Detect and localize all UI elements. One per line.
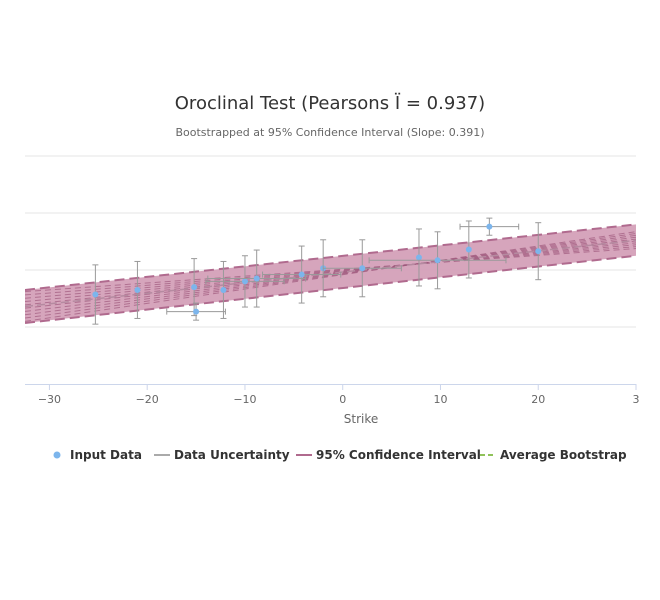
data-point-group [220, 260, 227, 319]
legend-marker [53, 451, 61, 459]
legend-label: Input Data [70, 448, 142, 462]
data-point-group [368, 231, 507, 290]
x-tick-label: 0 [339, 393, 346, 406]
data-point [241, 278, 248, 285]
x-axis-title: Strike [344, 412, 379, 426]
legend-item-avg[interactable]: Average Bootstrap [480, 448, 627, 462]
data-point-group [207, 249, 307, 308]
bootstrap-line [25, 232, 636, 319]
bootstrap-line [25, 248, 636, 293]
data-point-group [92, 264, 99, 325]
data-point-group [322, 239, 402, 298]
data-point-group [191, 258, 198, 317]
data-point [220, 286, 227, 293]
legend-label: Average Bootstrap [500, 448, 627, 462]
legend-item-ci[interactable]: 95% Confidence Interval [296, 448, 481, 462]
ci-lower-edge [25, 254, 636, 325]
x-axis: −30 −20 −10 0 10 20 3 [25, 384, 640, 406]
data-point-group [415, 228, 422, 287]
average-bootstrap-line [25, 239, 636, 308]
x-tick-label: −20 [136, 393, 159, 406]
data-point [359, 265, 366, 272]
data-point [191, 284, 198, 291]
bootstrap-line [25, 244, 636, 299]
ci-upper-edge [25, 223, 636, 291]
chart-subtitle: Bootstrapped at 95% Confidence Interval … [175, 126, 484, 139]
legend-label: Data Uncertainty [174, 448, 290, 462]
data-point [134, 286, 141, 293]
data-point [486, 223, 493, 230]
legend-label: 95% Confidence Interval [316, 448, 481, 462]
plot-area [25, 217, 636, 325]
x-tick-label: −30 [38, 393, 61, 406]
data-point-group [205, 255, 285, 308]
x-tick-label: −10 [233, 393, 256, 406]
data-point [193, 308, 200, 315]
data-point-group [535, 222, 542, 281]
bootstrap-line [25, 236, 636, 312]
bootstrap-line [25, 238, 636, 309]
chart-title: Oroclinal Test (Pearsons Ï = 0.937) [175, 93, 485, 114]
bootstrap-line [25, 240, 636, 306]
legend: Input Data Data Uncertainty 95% Confidence… [53, 448, 627, 462]
data-point-group [134, 260, 141, 319]
grid [25, 155, 636, 328]
data-point [535, 248, 542, 255]
data-point [415, 254, 422, 261]
bootstrap-line [25, 246, 636, 296]
data-point [92, 291, 99, 298]
x-tick-label: 10 [433, 393, 447, 406]
data-point [434, 257, 441, 264]
legend-item-input[interactable]: Input Data [53, 448, 142, 462]
data-point [253, 275, 260, 282]
x-tick-label: 3 [633, 393, 640, 406]
data-point-group [459, 217, 520, 236]
data-point-group [166, 302, 226, 321]
data-point-group [262, 245, 342, 304]
x-tick-label: 20 [531, 393, 545, 406]
legend-item-uncertainty[interactable]: Data Uncertainty [154, 448, 290, 462]
data-point-group [465, 220, 472, 279]
data-point [465, 246, 472, 253]
data-point [298, 271, 305, 278]
bootstrap-line [25, 234, 636, 316]
bootstrap-line [25, 231, 636, 322]
bootstrap-line [25, 242, 636, 303]
